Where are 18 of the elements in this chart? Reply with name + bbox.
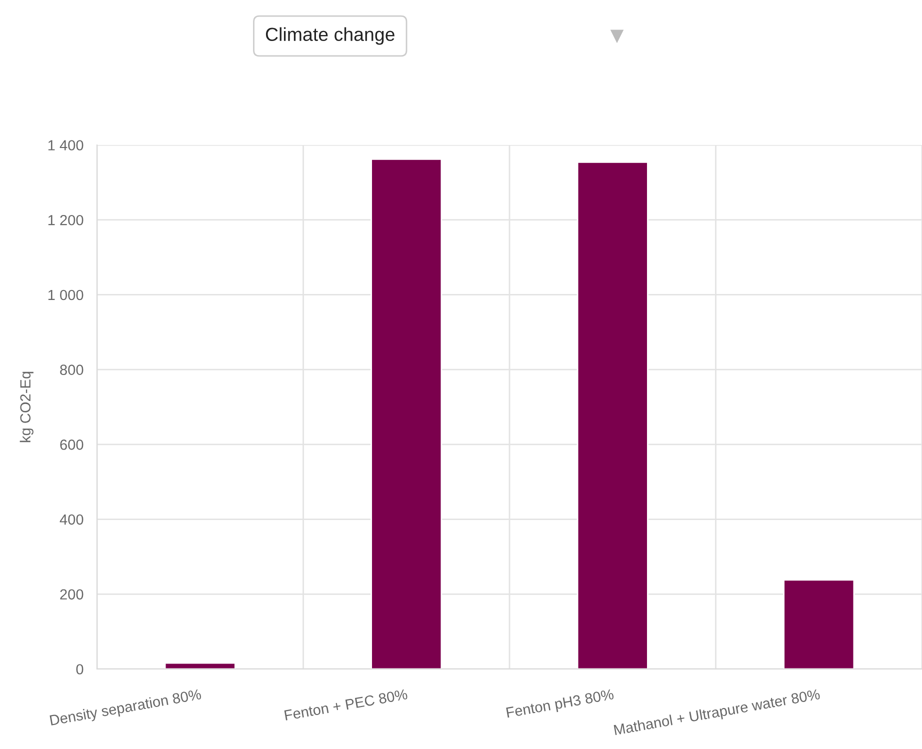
- bar: [370, 158, 442, 669]
- y-axis-title: kg CO2-Eq: [20, 372, 34, 442]
- y-tick-label: 1 200: [48, 214, 84, 226]
- y-tick-label: 400: [60, 514, 84, 525]
- x-tick-label: Density separation 80%: [50, 688, 202, 728]
- y-tick-label: 200: [60, 589, 84, 600]
- bar: [783, 579, 855, 669]
- y-tick-label: 800: [60, 364, 84, 375]
- bar: [576, 162, 648, 669]
- y-tick-label: 1 400: [48, 140, 84, 150]
- x-tick-label: Mathanol + Ultrapure water 80%: [614, 688, 821, 738]
- x-tick-label: Fenton + PEC 80%: [284, 688, 408, 721]
- y-tick-label: 1 000: [48, 290, 84, 300]
- y-tick-label: 0: [76, 664, 84, 674]
- bar: [164, 662, 236, 669]
- y-tick-label: 600: [60, 440, 84, 450]
- chart-title: Climate change: [266, 27, 394, 45]
- x-tick-label: Fenton pH3 80%: [506, 688, 614, 721]
